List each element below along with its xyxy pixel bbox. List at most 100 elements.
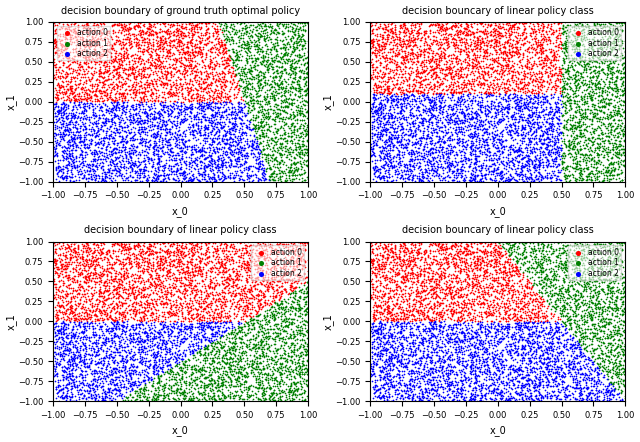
- action 2: [206, 120, 216, 127]
- action 1: [586, 30, 596, 37]
- action 2: [54, 334, 65, 341]
- action 2: [140, 162, 150, 169]
- action 2: [506, 332, 516, 339]
- action 0: [444, 62, 454, 69]
- action 1: [236, 358, 246, 365]
- action 1: [294, 395, 304, 402]
- action 2: [237, 156, 248, 163]
- action 1: [593, 322, 604, 329]
- action 2: [415, 175, 425, 182]
- action 0: [119, 89, 129, 96]
- action 1: [572, 33, 582, 40]
- action 2: [141, 175, 152, 182]
- action 2: [81, 124, 91, 131]
- action 2: [388, 354, 399, 361]
- action 0: [486, 42, 496, 49]
- action 0: [537, 19, 547, 26]
- action 2: [378, 329, 388, 336]
- action 0: [99, 69, 109, 76]
- action 0: [550, 85, 561, 92]
- action 0: [407, 310, 417, 317]
- action 2: [242, 117, 252, 124]
- action 0: [142, 303, 152, 310]
- action 0: [408, 59, 418, 66]
- action 0: [556, 19, 566, 26]
- action 2: [205, 151, 216, 158]
- action 2: [556, 396, 566, 403]
- action 1: [292, 103, 302, 110]
- action 2: [112, 331, 122, 338]
- action 2: [254, 162, 264, 169]
- action 2: [70, 384, 80, 391]
- action 1: [549, 248, 559, 255]
- action 2: [462, 360, 472, 367]
- action 2: [397, 394, 408, 401]
- action 0: [368, 76, 378, 83]
- action 2: [592, 371, 602, 378]
- action 1: [587, 39, 597, 46]
- action 0: [434, 241, 444, 248]
- action 2: [224, 154, 234, 161]
- action 1: [573, 32, 584, 39]
- action 2: [446, 159, 456, 166]
- action 2: [401, 136, 412, 143]
- action 0: [83, 249, 93, 256]
- action 1: [262, 98, 273, 105]
- action 0: [524, 288, 534, 295]
- action 0: [371, 266, 381, 273]
- action 0: [52, 266, 63, 273]
- action 2: [465, 345, 476, 352]
- action 0: [412, 247, 422, 254]
- action 0: [182, 311, 193, 318]
- action 2: [175, 118, 185, 125]
- action 1: [248, 333, 259, 340]
- action 2: [367, 366, 378, 373]
- action 2: [561, 385, 572, 392]
- action 1: [270, 80, 280, 87]
- action 1: [552, 302, 563, 309]
- action 2: [65, 375, 76, 382]
- action 1: [540, 276, 550, 283]
- action 0: [200, 282, 210, 290]
- action 1: [559, 139, 569, 146]
- action 2: [502, 123, 512, 130]
- action 0: [151, 274, 161, 282]
- action 0: [508, 263, 518, 270]
- action 0: [146, 262, 156, 269]
- action 0: [134, 259, 144, 267]
- action 2: [381, 372, 392, 379]
- action 1: [228, 350, 238, 357]
- action 2: [369, 136, 380, 143]
- action 0: [248, 281, 259, 288]
- action 1: [154, 392, 164, 399]
- action 2: [516, 155, 527, 162]
- action 1: [247, 33, 257, 40]
- action 1: [298, 177, 308, 184]
- action 0: [125, 25, 135, 32]
- action 2: [403, 354, 413, 362]
- action 1: [286, 100, 296, 107]
- action 2: [446, 381, 456, 388]
- action 2: [470, 373, 480, 381]
- action 1: [616, 38, 626, 45]
- action 2: [418, 108, 428, 115]
- action 2: [564, 359, 574, 366]
- action 1: [269, 86, 280, 93]
- action 2: [231, 149, 241, 156]
- action 0: [249, 283, 259, 290]
- action 1: [509, 243, 519, 250]
- action 0: [469, 302, 479, 309]
- action 2: [157, 102, 168, 109]
- action 2: [425, 107, 435, 114]
- action 2: [152, 339, 163, 346]
- action 0: [111, 80, 122, 87]
- action 0: [108, 264, 118, 271]
- action 0: [86, 313, 96, 320]
- action 0: [438, 36, 448, 43]
- action 2: [381, 95, 392, 102]
- action 1: [564, 100, 575, 107]
- action 0: [447, 67, 458, 74]
- action 1: [193, 387, 204, 394]
- action 0: [509, 60, 520, 67]
- action 2: [92, 150, 102, 157]
